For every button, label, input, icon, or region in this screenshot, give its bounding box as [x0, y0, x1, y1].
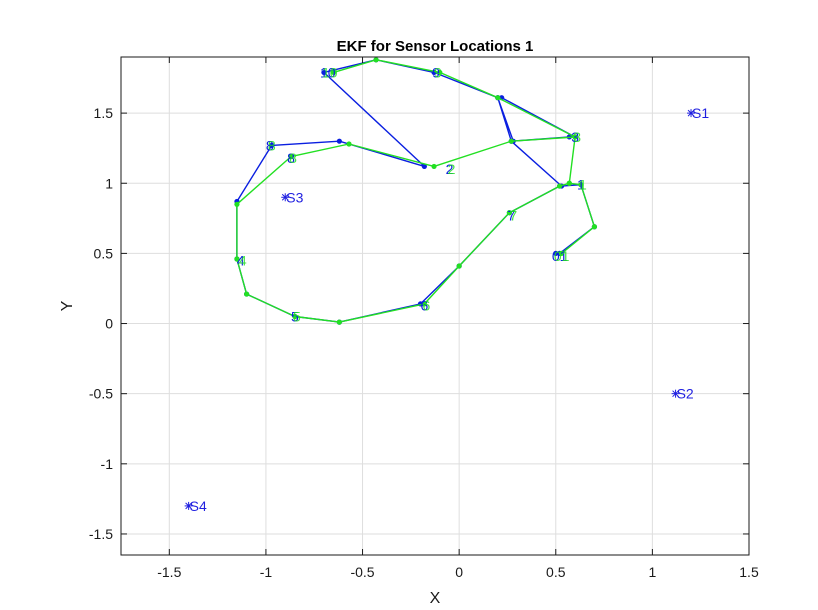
- x-tick-label: 1.5: [739, 564, 759, 580]
- sensor-marker: [687, 109, 696, 118]
- series-point-1: [508, 138, 514, 144]
- series-point-1: [292, 313, 298, 320]
- waypoint-label: 7: [507, 208, 515, 224]
- sensor-label: S2: [677, 386, 694, 402]
- waypoint-label-truth: 9: [434, 64, 442, 80]
- sensor-label: S4: [190, 498, 207, 514]
- series-point-0: [321, 69, 327, 76]
- chart-title: EKF for Sensor Locations 1: [337, 38, 534, 55]
- waypoint-label: 1: [577, 177, 585, 193]
- series-point-1: [591, 224, 598, 230]
- series-point-0: [269, 142, 275, 148]
- series-point-1: [558, 250, 565, 256]
- series-point-1: [566, 180, 572, 186]
- waypoint-label-truth: 5: [293, 309, 301, 325]
- sensor-marker: [671, 389, 680, 398]
- x-tick-label: 0: [455, 564, 463, 580]
- waypoint-label: 2: [446, 161, 454, 177]
- sensor-label: S1: [692, 105, 709, 121]
- series-point-0: [553, 250, 559, 256]
- waypoint-label: 5: [291, 309, 299, 325]
- x-tick-label: 1: [648, 564, 656, 580]
- waypoint-label: 3: [571, 129, 579, 145]
- y-tick-label: -0.5: [89, 386, 113, 402]
- series-point-1: [330, 69, 337, 76]
- y-tick-label: 0.5: [94, 245, 114, 261]
- y-tick-label: 0: [105, 316, 113, 332]
- x-tick-label: -1.5: [157, 564, 181, 580]
- series-point-1: [431, 163, 437, 170]
- x-axis-label: X: [430, 590, 441, 607]
- waypoint-label-truth: 2: [448, 161, 456, 177]
- y-tick-label: 1: [105, 175, 113, 191]
- waypoint-label-truth: 3: [573, 129, 581, 145]
- waypoint-label-truth: 7: [509, 208, 517, 224]
- series-point-1: [456, 263, 462, 269]
- series-point-1: [506, 210, 512, 216]
- series-layer: [234, 57, 598, 325]
- sensor-marker: [281, 193, 290, 202]
- sensor-layer: S1 S2 S3 S4: [184, 105, 709, 514]
- series-point-1: [495, 95, 501, 101]
- series-point-1: [572, 134, 578, 140]
- series-point-1: [346, 141, 352, 147]
- waypoint-label-truth: 10: [322, 64, 338, 80]
- y-tick-label: 1.5: [94, 105, 114, 121]
- series-point-0: [421, 163, 427, 170]
- y-tick-label: -1: [101, 456, 114, 472]
- plot-frame: [120, 56, 750, 556]
- ticks: -1.5 -1 -0.5 0 0.5 1 1.5 -1.5 -1 -0.5 0 0.5 1 1.5: [89, 57, 759, 580]
- y-axis-label: Y: [59, 300, 76, 311]
- grid: [121, 57, 750, 555]
- waypoint-label-truth: 4: [239, 252, 247, 268]
- waypoint-label-truth: 6: [422, 297, 430, 313]
- series-point-1: [234, 201, 240, 207]
- waypoint-label: 6: [420, 297, 428, 313]
- waypoint-label: 8: [287, 150, 295, 166]
- waypoint-label-truth: 8: [268, 137, 276, 153]
- series-point-1: [244, 291, 250, 297]
- x-tick-label: 0.5: [546, 564, 566, 580]
- sensor-marker: [184, 501, 193, 510]
- plot-area: [121, 57, 749, 555]
- series-point-1: [336, 319, 342, 325]
- series-point-1: [557, 183, 563, 189]
- waypoint-label-truth: 8: [289, 150, 297, 166]
- sensor-label: S3: [286, 189, 303, 205]
- waypoint-label: 4: [237, 252, 245, 268]
- series-point-1: [288, 154, 294, 160]
- series-point-1: [234, 256, 240, 262]
- waypoint-label: 10: [320, 64, 336, 80]
- x-tick-label: -1: [260, 564, 273, 580]
- y-tick-label: -1.5: [89, 526, 113, 542]
- series-point-1: [373, 57, 379, 63]
- series-point-0: [336, 138, 342, 144]
- waypoint-label: 01: [552, 248, 568, 264]
- waypoint-label-truth: 01: [554, 248, 570, 264]
- waypoint-label: 9: [432, 64, 440, 80]
- x-tick-label: -0.5: [350, 564, 374, 580]
- waypoint-label: 8: [266, 137, 274, 153]
- series-point-1: [437, 69, 443, 76]
- series-line-1: [236, 59, 596, 323]
- waypoint-label-truth: 1: [579, 177, 587, 193]
- series-point-1: [421, 301, 427, 307]
- series-point-1: [578, 182, 584, 188]
